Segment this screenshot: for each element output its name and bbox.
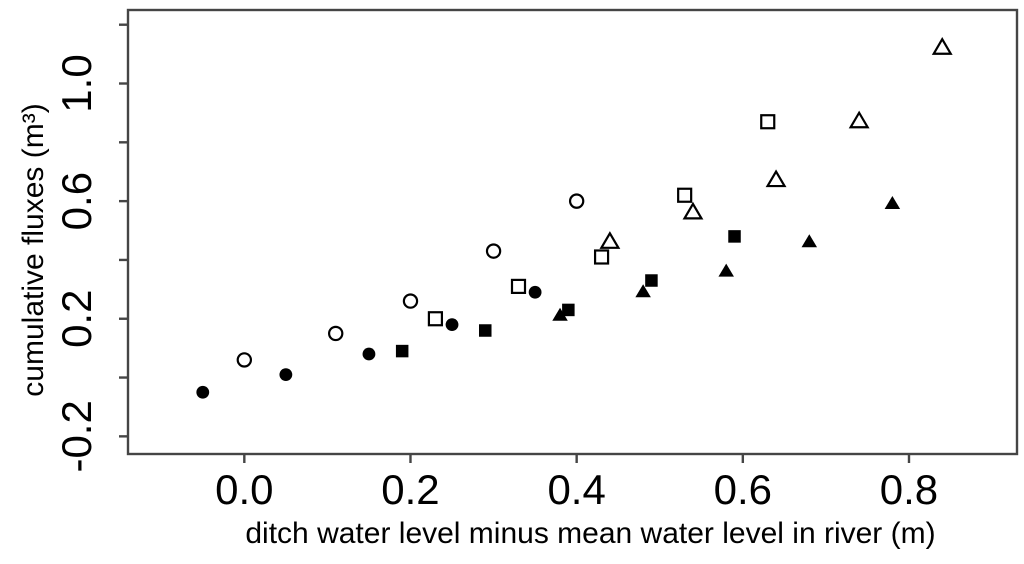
data-point-open-triangle [765,169,787,188]
y-tick-label: 0.2 [53,290,100,348]
data-point-open-circle [328,325,344,342]
x-axis-title: ditch water level minus mean water level… [245,517,936,550]
data-point-filled-circle [279,368,293,382]
data-point-filled-triangle [884,196,901,210]
data-point-filled-square [395,344,409,358]
data-point-filled-square [562,303,575,317]
x-tick-label: 0.6 [714,466,772,513]
data-point-filled-triangle [552,307,568,321]
x-tick-label: 0.4 [547,466,605,513]
data-point-open-square [677,187,693,203]
data-point-open-triangle [682,201,704,220]
data-point-filled-triangle [635,284,651,298]
data-point-filled-circle [362,347,376,361]
y-tick-label: 0.6 [53,172,100,230]
x-tick-label: 0.0 [215,466,273,513]
data-point-open-circle [568,193,585,209]
data-point-filled-square [728,230,741,243]
plot-border [126,8,1019,456]
data-point-filled-triangle [718,263,734,277]
data-point-open-square [510,278,527,294]
x-tick-label: 0.8 [880,466,938,513]
data-point-filled-square [645,274,658,287]
data-point-open-square [427,311,444,327]
data-point-open-triangle [931,37,953,55]
data-point-open-circle [402,293,419,309]
data-point-filled-triangle [801,234,818,248]
data-point-open-square [593,249,610,265]
data-point-open-triangle [848,110,870,129]
data-point-filled-square [479,324,492,337]
data-point-open-triangle [599,231,621,249]
data-point-filled-circle [196,385,210,399]
y-tick-label: 1.0 [53,54,100,112]
data-point-open-circle [485,243,502,259]
data-point-filled-circle [445,318,459,332]
data-point-open-circle [236,352,253,368]
data-point-filled-circle [528,285,542,299]
y-axis-title: cumulative fluxes (m³) [17,103,50,397]
y-tick-label: -0.2 [53,400,100,472]
data-point-open-square [760,114,776,130]
x-tick-label: 0.2 [381,466,439,513]
